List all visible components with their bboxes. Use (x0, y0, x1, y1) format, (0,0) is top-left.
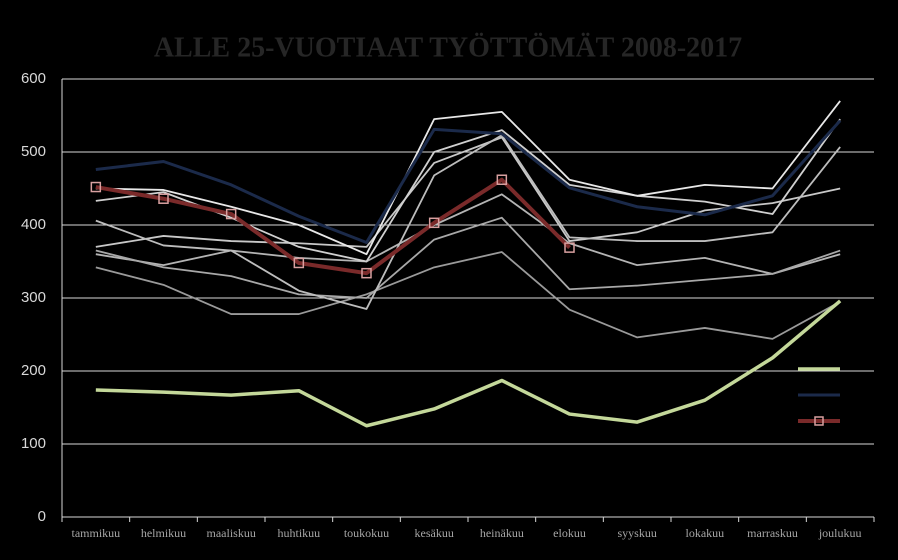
marker (158, 193, 169, 204)
y-tick-label: 600 (21, 70, 46, 87)
y-tick-label: 500 (21, 143, 46, 160)
series-line (95, 193, 841, 275)
y-tick-label: 100 (21, 435, 46, 452)
series-line (95, 251, 841, 340)
y-tick-label: 200 (21, 362, 46, 379)
x-tick-label: toukokuu (344, 526, 389, 540)
marker (361, 267, 372, 279)
x-tick-label: kesäkuu (415, 526, 454, 540)
x-tick-label: joulukuu (818, 526, 862, 540)
legend-marker (814, 416, 824, 426)
y-tick-label: 300 (21, 289, 46, 306)
x-tick-label: helmikuu (141, 526, 186, 540)
series-line (95, 299, 842, 428)
series-line (95, 119, 842, 245)
y-tick-label: 0 (38, 508, 46, 525)
marker (564, 242, 575, 253)
chart-title: ALLE 25-VUOTIAAT TYÖTTÖMÄT 2008-2017 (154, 32, 742, 63)
x-tick-label: maaliskuu (207, 526, 256, 540)
x-tick-label: heinäkuu (480, 526, 524, 540)
marker (225, 208, 237, 220)
marker (90, 181, 102, 193)
series-line (95, 136, 841, 248)
x-tick-label: marraskuu (747, 526, 798, 540)
x-tick-label: tammikuu (71, 526, 120, 540)
x-tick-label: syyskuu (617, 526, 656, 540)
marker (428, 217, 440, 229)
series-line (95, 177, 571, 276)
series-line (95, 134, 841, 310)
y-tick-label: 400 (21, 216, 46, 233)
x-tick-label: lokakuu (685, 526, 724, 540)
marker (293, 257, 305, 269)
series-line (95, 216, 841, 299)
x-tick-label: huhtikuu (277, 526, 320, 540)
marker (496, 174, 508, 185)
series-line (95, 100, 841, 256)
x-tick-label: elokuu (553, 526, 586, 540)
